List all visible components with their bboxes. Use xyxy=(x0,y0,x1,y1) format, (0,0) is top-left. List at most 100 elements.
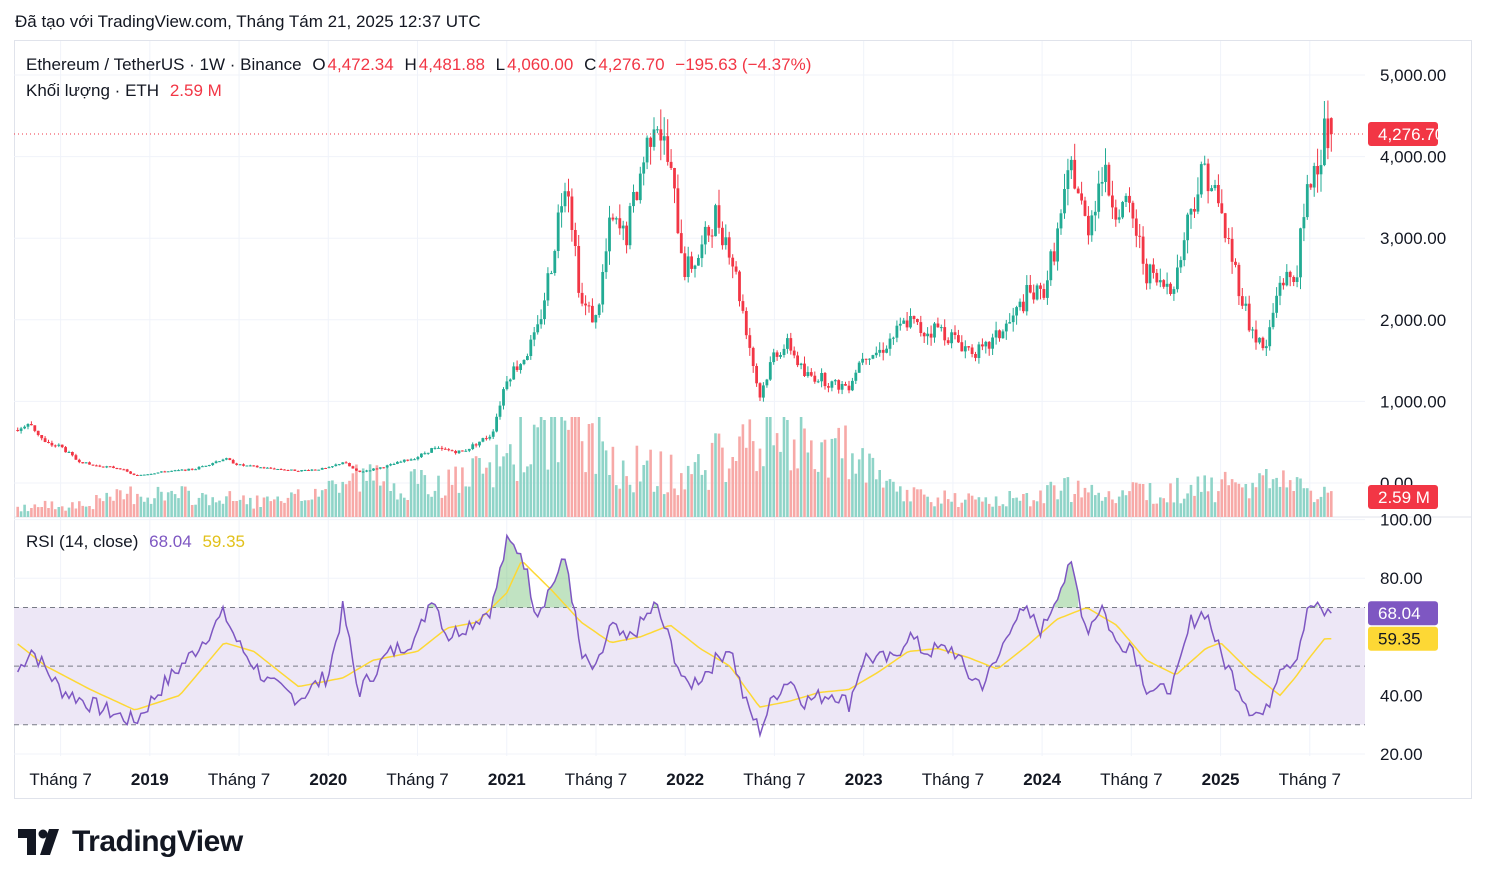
volume-bar xyxy=(129,486,132,517)
candle-body xyxy=(632,192,635,207)
candle-body xyxy=(1032,292,1036,300)
volume-bar xyxy=(803,428,806,517)
candle-body xyxy=(77,459,81,463)
volume-bar xyxy=(659,451,663,517)
candle-body xyxy=(638,173,642,201)
candle-body xyxy=(1193,209,1196,212)
volume-bar xyxy=(810,440,813,517)
candle-body xyxy=(1189,209,1193,215)
volume-bar xyxy=(639,481,642,517)
candle-body xyxy=(214,461,218,464)
candle-body xyxy=(57,444,61,446)
volume-bar xyxy=(249,497,252,517)
volume-bar xyxy=(799,417,803,517)
volume-bar xyxy=(204,494,208,517)
candle-body xyxy=(413,459,416,461)
volume-bar xyxy=(112,500,115,517)
candle-body xyxy=(731,257,735,267)
volume-bar xyxy=(881,487,885,517)
volume-bar xyxy=(1107,491,1111,517)
rsi-tick-label: 40.00 xyxy=(1380,686,1423,705)
volume-bar xyxy=(1094,495,1097,517)
candle-body xyxy=(614,218,618,220)
candle-body xyxy=(139,474,143,476)
volume-bar xyxy=(987,503,991,517)
candle-body xyxy=(423,453,427,455)
volume-bar xyxy=(840,458,844,517)
candle-body xyxy=(71,452,74,456)
candle-body xyxy=(464,450,468,452)
candle-body xyxy=(467,448,471,451)
candle-body xyxy=(40,435,44,439)
candle-body xyxy=(1155,272,1159,283)
volume-bar xyxy=(208,505,211,517)
volume-bar xyxy=(502,456,505,517)
volume-bar xyxy=(1319,496,1323,517)
candle-body xyxy=(1083,200,1087,216)
candle-body xyxy=(392,464,396,465)
candle-body xyxy=(368,470,372,472)
volume-bar xyxy=(577,417,580,517)
volume-bar xyxy=(296,489,300,517)
volume-bar xyxy=(816,471,820,517)
volume-bar xyxy=(255,495,259,517)
volume-bar xyxy=(160,491,163,517)
candle-body xyxy=(721,227,724,246)
volume-bar xyxy=(245,504,249,517)
candle-body xyxy=(953,332,957,335)
volume-bar xyxy=(1282,470,1285,517)
symbol-label[interactable]: Ethereum / TetherUS · 1W · Binance xyxy=(26,55,302,74)
candle-body xyxy=(324,468,327,469)
candle-body xyxy=(943,327,947,341)
candle-body xyxy=(372,468,375,471)
candle-body xyxy=(1124,195,1128,202)
candle-body xyxy=(717,205,721,228)
candle-body xyxy=(1039,285,1042,289)
candle-body xyxy=(129,471,132,474)
volume-bar xyxy=(320,490,324,517)
volume-bar xyxy=(30,508,33,517)
volume-bar xyxy=(1234,482,1237,517)
rsi-label[interactable]: RSI (14, close) xyxy=(26,532,139,551)
volume-bar xyxy=(834,438,837,517)
candle-body xyxy=(197,466,201,470)
candle-body xyxy=(905,320,909,328)
volume-bar xyxy=(536,427,539,517)
volume-bar xyxy=(314,488,317,517)
candle-body xyxy=(1309,184,1313,188)
candle-body xyxy=(1196,194,1200,212)
candle-body xyxy=(1056,228,1059,262)
volume-bar xyxy=(36,507,40,517)
volume-bar xyxy=(290,492,293,517)
candle-body xyxy=(53,445,57,447)
candle-body xyxy=(163,471,167,473)
candle-body xyxy=(1312,166,1316,188)
volume-bar xyxy=(57,507,61,517)
candle-body xyxy=(1217,185,1220,204)
volume-bar xyxy=(940,503,943,517)
candle-body xyxy=(91,464,95,466)
candle-body xyxy=(269,467,273,469)
volume-bar xyxy=(201,493,204,517)
volume-bar xyxy=(789,470,793,517)
volume-bar xyxy=(26,511,30,517)
candle-body xyxy=(970,347,974,354)
volume-bar xyxy=(303,500,307,517)
volume-label[interactable]: Khối lượng · ETH xyxy=(26,81,160,100)
candle-body xyxy=(1326,118,1330,149)
candle-body xyxy=(847,385,851,391)
volume-bar xyxy=(697,454,700,517)
volume-bar xyxy=(1066,477,1070,517)
volume-bar xyxy=(1213,502,1217,517)
candle-body xyxy=(118,468,122,470)
volume-bar xyxy=(1288,480,1292,517)
volume-bar xyxy=(1046,485,1049,517)
candle-body xyxy=(669,161,673,168)
candle-body xyxy=(686,256,690,277)
volume-bar xyxy=(163,500,167,517)
candle-body xyxy=(984,341,988,347)
volume-bar xyxy=(54,509,57,517)
candle-body xyxy=(485,438,488,440)
candle-body xyxy=(187,468,191,471)
